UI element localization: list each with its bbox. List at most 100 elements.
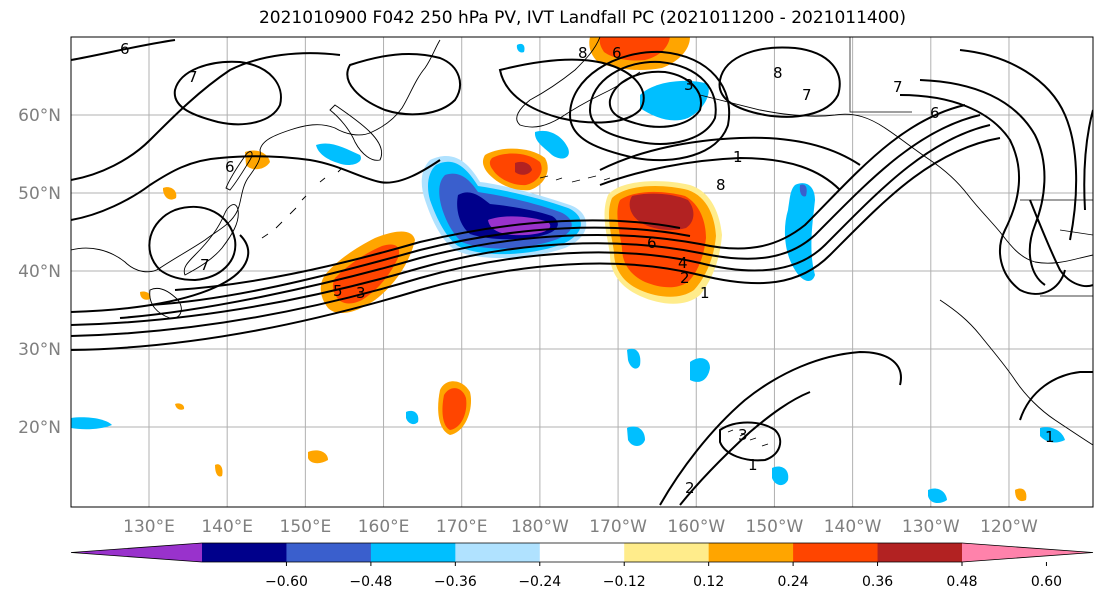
colorbar-segment xyxy=(539,543,625,562)
positive-patch-small-3 xyxy=(163,187,177,200)
colorbar-segment xyxy=(877,543,963,562)
negative-patch-east xyxy=(784,183,815,282)
positive-patch-top-2 xyxy=(599,37,670,61)
contour-label: 6 xyxy=(225,158,235,176)
longitude-label: 130°W xyxy=(902,517,960,537)
negative-patch-small-11 xyxy=(1040,427,1065,443)
contour-label: 6 xyxy=(120,40,130,58)
colorbar-label: −0.36 xyxy=(434,574,477,590)
contour-label: 1 xyxy=(748,456,758,474)
contour-label: 6 xyxy=(930,104,940,122)
positive-patch-small-4 xyxy=(308,450,328,464)
contour-label: 4 xyxy=(678,254,688,272)
colorbar-segment xyxy=(455,543,541,562)
map-background xyxy=(71,37,1093,507)
colorbar-label: 0.60 xyxy=(1031,574,1062,590)
longitude-label: 140°W xyxy=(824,517,882,537)
colorbar-segment xyxy=(708,543,794,562)
colorbar-label: −0.60 xyxy=(265,574,308,590)
contour-label: 3 xyxy=(738,426,748,444)
latitude-label: 60°N xyxy=(18,106,61,126)
colorbar-label: −0.12 xyxy=(603,574,646,590)
positive-patch-central-4 xyxy=(629,193,694,230)
positive-patch-small-7 xyxy=(1015,488,1027,502)
colorbar-segment xyxy=(370,543,456,562)
negative-patch-east-2 xyxy=(799,184,807,197)
colorbar-label: −0.48 xyxy=(349,574,392,590)
contour-label: 1 xyxy=(1045,428,1055,446)
map-frame xyxy=(70,36,1094,508)
contour-label: 7 xyxy=(802,86,812,104)
longitude-label: 150°E xyxy=(280,517,332,537)
contour-label: 8 xyxy=(578,44,588,62)
negative-patch-small-9 xyxy=(928,488,947,504)
longitude-label: 170°E xyxy=(436,517,488,537)
longitude-labels: 130°E 140°E 150°E 160°E 170°E 180°W 170°W 160°W… xyxy=(123,517,1038,537)
longitude-label: 160°E xyxy=(358,517,410,537)
negative-patch-small-2 xyxy=(316,143,361,166)
negative-patch-small-6 xyxy=(627,426,645,446)
contour-labels: 6 7 6 8 6 3 8 7 6 7 1 8 6 4 2 1 7 5 3 3 xyxy=(120,40,1055,497)
longitude-label: 140°E xyxy=(201,517,253,537)
negative-patch-small-7 xyxy=(406,410,419,425)
coastlines xyxy=(71,37,1093,447)
longitude-label: 160°W xyxy=(667,517,725,537)
latitude-label: 50°N xyxy=(18,184,61,204)
colorbar-label: 0.24 xyxy=(778,574,809,590)
colorbar-label: 0.12 xyxy=(693,574,724,590)
contour-label: 3 xyxy=(356,284,366,302)
figure-title: 2021010900 F042 250 hPa PV, IVT Landfall… xyxy=(258,8,906,28)
latitude-labels: 60°N 50°N 40°N 30°N 20°N xyxy=(18,106,61,438)
positive-patch-small-8 xyxy=(140,291,151,300)
longitude-label: 170°W xyxy=(589,517,647,537)
contour-label: 1 xyxy=(733,148,743,166)
longitude-label: 150°W xyxy=(746,517,804,537)
colorbar-segment xyxy=(202,543,287,562)
colorbar-segment xyxy=(624,543,710,562)
positive-patch-small-1b xyxy=(442,388,467,430)
colorbar-segment xyxy=(962,543,1093,562)
contour-label: 2 xyxy=(685,479,695,497)
contour-label: 7 xyxy=(188,68,198,86)
latitude-label: 20°N xyxy=(18,418,61,438)
positive-patch-small-6 xyxy=(215,464,223,477)
contour-label: 1 xyxy=(700,284,710,302)
positive-patch-small-5 xyxy=(175,403,185,410)
negative-patch-small-10 xyxy=(71,417,112,430)
colorbar-label: 0.36 xyxy=(862,574,893,590)
longitude-label: 180°W xyxy=(511,517,569,537)
pv-contours xyxy=(71,39,1093,506)
colorbar-segment xyxy=(286,543,372,562)
longitude-label: 130°E xyxy=(123,517,175,537)
positive-patch-north-3 xyxy=(515,161,532,175)
positive-patch-west-2 xyxy=(332,244,400,304)
contour-label: 3 xyxy=(684,76,694,94)
negative-patch-small-3 xyxy=(516,43,525,53)
positive-patch-small-2 xyxy=(245,150,270,170)
colorbar-outline xyxy=(70,542,1094,563)
colorbar-label: −0.24 xyxy=(518,574,561,590)
contour-label: 7 xyxy=(200,256,210,274)
contour-label: 6 xyxy=(647,234,657,252)
ivt-anomaly-shading xyxy=(71,37,1065,504)
colorbar-segment xyxy=(793,543,879,562)
contour-label: 8 xyxy=(773,64,783,82)
negative-patch-gulf-top xyxy=(640,80,709,121)
latitude-label: 30°N xyxy=(18,340,61,360)
negative-patch-small-4 xyxy=(627,348,641,369)
contour-label: 6 xyxy=(612,44,622,62)
colorbar-label: 0.48 xyxy=(946,574,977,590)
latitude-label: 40°N xyxy=(18,262,61,282)
colorbar-segment xyxy=(71,543,202,562)
contour-label: 2 xyxy=(680,269,690,287)
contour-label: 5 xyxy=(333,282,343,300)
contour-label: 7 xyxy=(893,78,903,96)
negative-patch-small-5 xyxy=(690,358,710,382)
longitude-label: 120°W xyxy=(980,517,1038,537)
colorbar xyxy=(70,542,1094,563)
colorbar-labels: −0.60 −0.48 −0.36 −0.24 −0.12 0.12 0.24 0.36 0.4… xyxy=(265,562,1062,590)
contour-label: 8 xyxy=(716,176,726,194)
negative-patch-small-8 xyxy=(772,466,789,486)
negative-patch-small-1 xyxy=(534,130,569,159)
